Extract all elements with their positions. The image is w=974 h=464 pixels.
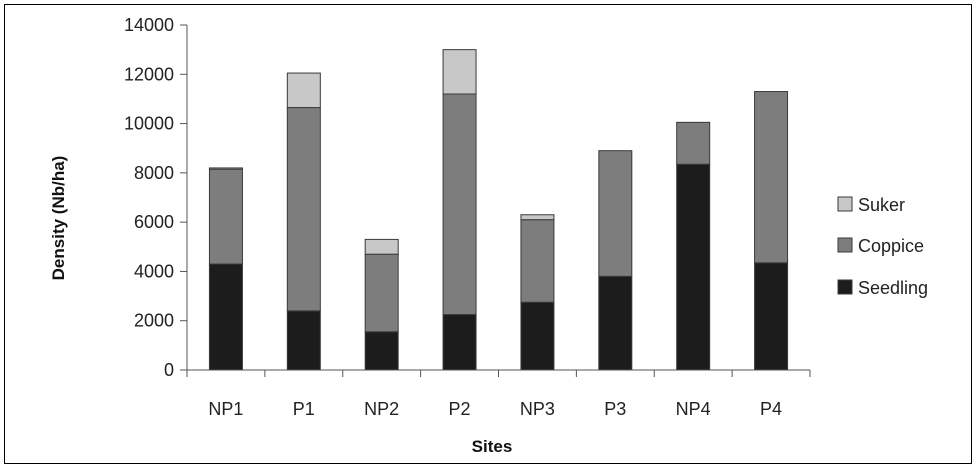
bar-coppice-p3	[598, 150, 633, 277]
y-tick-label: 0	[164, 360, 174, 380]
legend-label-coppice: Coppice	[858, 236, 924, 256]
bar-suker-np2	[364, 238, 399, 255]
x-axis-title: Sites	[472, 437, 513, 456]
y-tick-label: 6000	[134, 212, 174, 232]
bar-seedling-np2	[364, 331, 399, 371]
bar-coppice-np2	[364, 253, 399, 333]
y-axis-title: Density (Nb/ha)	[49, 156, 68, 281]
bar-suker-np3	[520, 214, 555, 221]
bar-seedling-p1	[286, 310, 321, 371]
x-tick-label-np3: NP3	[520, 399, 555, 419]
y-tick-label: 14000	[124, 15, 174, 35]
bar-seedling-p3	[598, 275, 633, 371]
x-tick-label-p1: P1	[293, 399, 315, 419]
bar-coppice-np4	[676, 121, 711, 165]
y-axis-ticks: 0 2000 4000 6000 8000 10000 12000 14000	[124, 15, 187, 380]
bar-seedling-p4	[754, 262, 789, 371]
legend: Suker Coppice Seedling	[837, 195, 928, 298]
legend-label-seedling: Seedling	[858, 278, 928, 298]
bar-coppice-p4	[754, 91, 789, 264]
bars	[208, 49, 789, 371]
bar-coppice-np1	[208, 168, 243, 265]
bar-suker-p2	[442, 49, 477, 95]
x-tick-label-np2: NP2	[364, 399, 399, 419]
y-tick-label: 8000	[134, 163, 174, 183]
x-tick-label-np1: NP1	[208, 399, 243, 419]
bar-coppice-np3	[520, 219, 555, 303]
legend-swatch-suker	[837, 196, 853, 212]
y-tick-label: 12000	[124, 64, 174, 84]
bar-seedling-np3	[520, 301, 555, 371]
bar-seedling-np1	[208, 263, 243, 371]
x-tick-label-p2: P2	[449, 399, 471, 419]
bar-suker-p1	[286, 72, 321, 109]
x-tick-label-np4: NP4	[676, 399, 711, 419]
x-tick-label-p4: P4	[760, 399, 782, 419]
legend-label-suker: Suker	[858, 195, 905, 215]
bar-seedling-np4	[676, 163, 711, 371]
y-tick-label: 10000	[124, 114, 174, 134]
y-tick-label: 4000	[134, 261, 174, 281]
x-axis-ticks: NP1 P1 NP2 P2 NP3 P3 NP4 P4	[186, 370, 811, 419]
bar-coppice-p1	[286, 107, 321, 312]
legend-swatch-coppice	[837, 237, 853, 253]
x-tick-label-p3: P3	[604, 399, 626, 419]
y-tick-label: 2000	[134, 311, 174, 331]
chart-frame	[4, 4, 972, 464]
bar-seedling-p2	[442, 314, 477, 371]
bar-suker-np1	[208, 167, 243, 170]
bar-coppice-p2	[442, 93, 477, 316]
legend-swatch-seedling	[837, 279, 853, 295]
